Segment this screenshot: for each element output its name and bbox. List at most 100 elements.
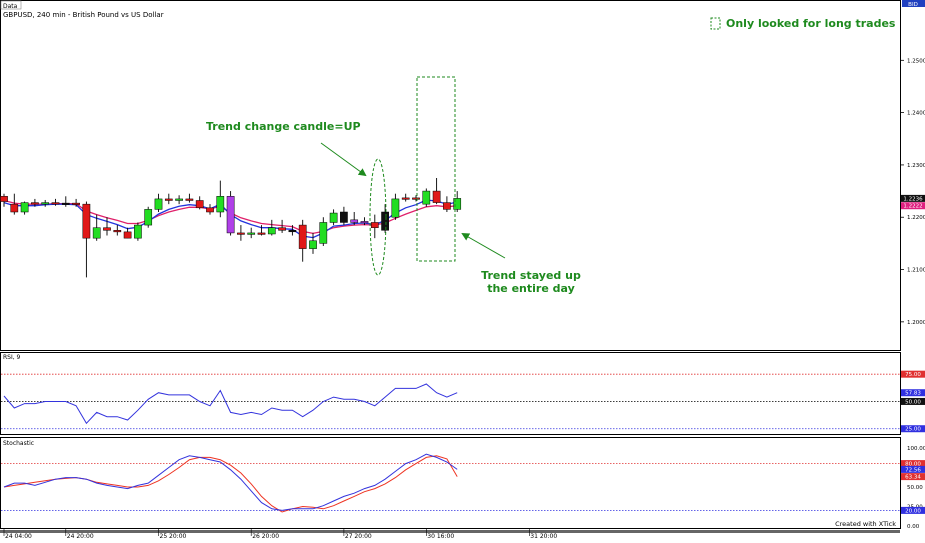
time-tick-label: 27 20:00 (345, 533, 372, 539)
time-axis: 24 04:00 24 20:00 25 20:00 26 20:00 27 20:00… (0, 529, 900, 540)
candle-body (51, 202, 60, 205)
candle-body (144, 209, 153, 226)
candle-body (175, 198, 183, 201)
stochastic-last-tag (901, 473, 925, 481)
candle-body (185, 198, 194, 201)
candle (113, 225, 122, 236)
candle-body (216, 196, 225, 213)
candle (401, 193, 410, 202)
candle-body (391, 198, 400, 218)
candle (123, 227, 132, 239)
candle (82, 201, 91, 278)
data-tab[interactable] (0, 0, 22, 10)
main-panel-frame (0, 0, 901, 351)
price-tick-label: 1.2200 (907, 215, 925, 221)
stochastic-last-tag (901, 465, 925, 473)
price-tick-label: 1.2500 (907, 58, 925, 64)
time-tick-label: 24 20:00 (67, 533, 94, 539)
rsi-level-tag-label: 75.00 (905, 372, 921, 378)
price-tick-label: 1.2400 (907, 111, 925, 117)
rsi-title: RSI, 9 (3, 354, 21, 361)
candle (329, 209, 338, 226)
candle (257, 225, 266, 236)
candle (391, 193, 400, 220)
candle-body (134, 224, 142, 239)
candle-body (103, 227, 111, 231)
candle (72, 198, 80, 207)
candle-body (309, 240, 317, 249)
candle (10, 193, 19, 215)
candle-body (443, 202, 451, 210)
candle-body (319, 222, 328, 244)
rsi-line (3, 383, 458, 425)
candle (216, 180, 225, 218)
rsi-level-tag (901, 425, 925, 433)
stochastic-level-tag (901, 506, 925, 514)
chart-title: GBPUSD, 240 min - British Pound vs US Do… (3, 11, 164, 19)
candle-body (92, 227, 101, 239)
candle (20, 201, 29, 215)
candle-body (195, 200, 204, 209)
candle (412, 195, 420, 202)
candle-body (412, 197, 420, 200)
rsi-level-tag (901, 397, 925, 405)
candle-body (123, 231, 132, 239)
candle-body (20, 202, 29, 213)
candle (309, 232, 317, 254)
candle (31, 198, 39, 207)
candle (51, 198, 60, 206)
trend-stayed-label-line2: the entire day (487, 282, 575, 295)
candle-body (432, 190, 441, 203)
candle-body (360, 221, 369, 224)
candle (134, 222, 142, 241)
candle-body (237, 232, 245, 235)
candle-body (164, 198, 173, 201)
candle-body (381, 211, 389, 231)
last-price-tag (901, 194, 925, 202)
candle (340, 206, 348, 226)
footer-credit: Created with XTick (835, 520, 896, 528)
stochastic-last-tag-label: 72.56 (905, 467, 921, 473)
candle (360, 217, 369, 226)
candle (92, 214, 101, 241)
candle-body (113, 230, 122, 233)
candle-body (72, 202, 80, 205)
rsi-axis: 75.00 50.00 25.00 57.83 (901, 370, 925, 433)
rsi-levels (1, 373, 900, 430)
rsi-last-tag (901, 389, 925, 397)
data-tab-label: Data (3, 3, 18, 10)
trend-change-arrow (320, 142, 367, 177)
trend-day-box (416, 76, 456, 262)
candle-body (10, 203, 19, 213)
stochastic-d-line (3, 455, 458, 513)
candle (154, 193, 163, 212)
candle-body (257, 232, 266, 235)
candle (226, 191, 235, 236)
candle (144, 206, 153, 228)
candle (237, 225, 245, 241)
candle (350, 212, 359, 226)
candle (206, 204, 214, 215)
trend-change-ellipse (369, 158, 387, 276)
candle-body (41, 202, 50, 205)
candle-body (226, 196, 235, 234)
trend-stayed-arrow (461, 233, 506, 259)
rsi-level-tag (901, 370, 925, 378)
candle (298, 219, 307, 262)
candle (370, 214, 379, 239)
candle (41, 199, 50, 207)
candle-body (288, 230, 297, 233)
candle-body (278, 227, 286, 231)
candle-body (340, 211, 348, 223)
stochastic-level-tag (901, 460, 925, 468)
time-tick-label: 30 16:00 (427, 533, 454, 539)
candle (0, 193, 8, 207)
candle-body (82, 203, 91, 239)
candle-body (247, 232, 256, 235)
price-tags: 1.2236 1.2222 (901, 194, 925, 210)
candle (103, 217, 111, 236)
bid-tag-label: BID (908, 2, 918, 8)
rsi-level-tag-label: 25.00 (905, 427, 921, 433)
candle-body (61, 202, 70, 205)
